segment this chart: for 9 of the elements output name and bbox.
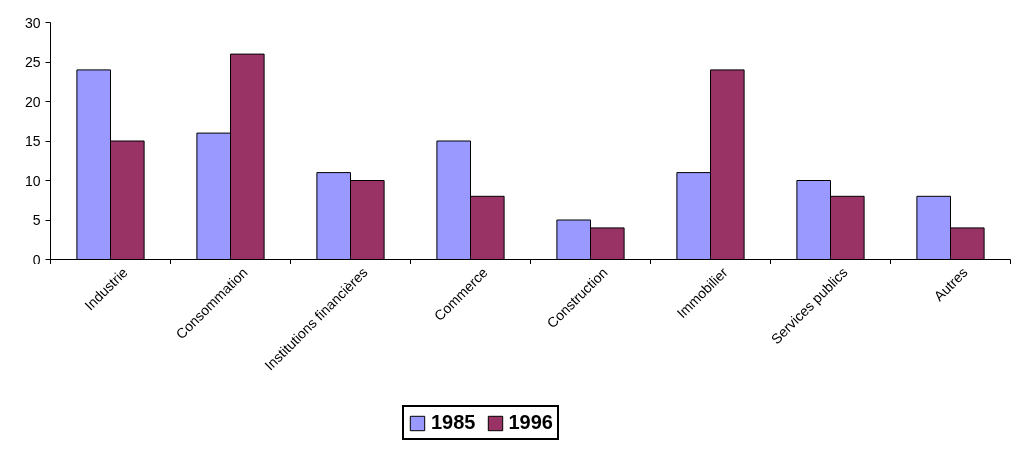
legend-label: 1996 (508, 411, 553, 434)
legend-label: 1985 (431, 411, 476, 434)
y-tick-label: 25 (24, 54, 41, 70)
y-tick-label: 10 (24, 172, 41, 189)
y-tick-label: 20 (24, 93, 41, 110)
y-tick-label: 0 (32, 251, 41, 268)
y-tick-label: 30 (24, 14, 41, 31)
y-tick-label: 15 (24, 133, 41, 149)
y-tick-label: 5 (32, 212, 41, 228)
